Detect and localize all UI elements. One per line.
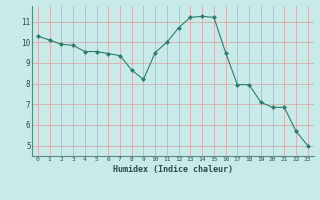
X-axis label: Humidex (Indice chaleur): Humidex (Indice chaleur) — [113, 165, 233, 174]
